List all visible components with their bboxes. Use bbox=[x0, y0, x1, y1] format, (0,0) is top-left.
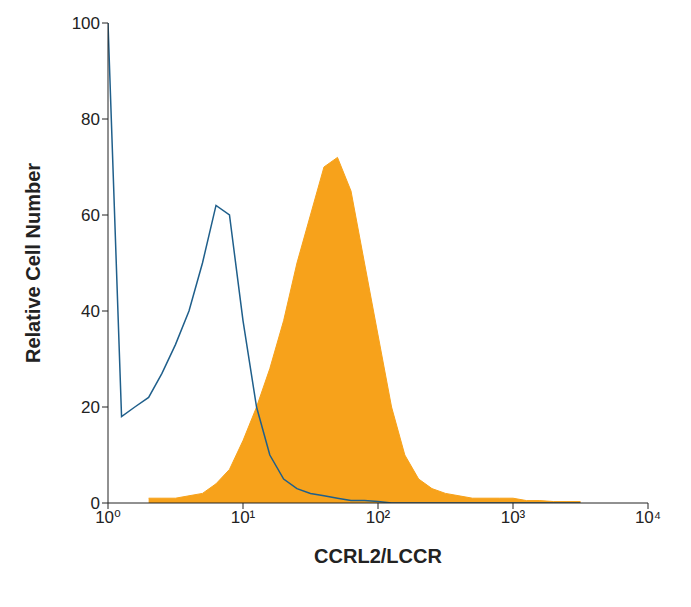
svg-text:60: 60 bbox=[81, 206, 100, 225]
svg-text:80: 80 bbox=[81, 110, 100, 129]
svg-text:20: 20 bbox=[81, 398, 100, 417]
svg-text:40: 40 bbox=[81, 302, 100, 321]
svg-text:10²: 10² bbox=[366, 508, 391, 527]
svg-text:100: 100 bbox=[72, 14, 100, 33]
svg-text:CCRL2/LCCR: CCRL2/LCCR bbox=[314, 545, 442, 567]
svg-text:10⁴: 10⁴ bbox=[635, 508, 661, 527]
svg-text:Relative Cell Number: Relative Cell Number bbox=[22, 163, 44, 363]
svg-text:10³: 10³ bbox=[501, 508, 526, 527]
svg-text:10¹: 10¹ bbox=[231, 508, 256, 527]
svg-text:0: 0 bbox=[91, 494, 100, 513]
svg-text:10⁰: 10⁰ bbox=[95, 508, 121, 528]
